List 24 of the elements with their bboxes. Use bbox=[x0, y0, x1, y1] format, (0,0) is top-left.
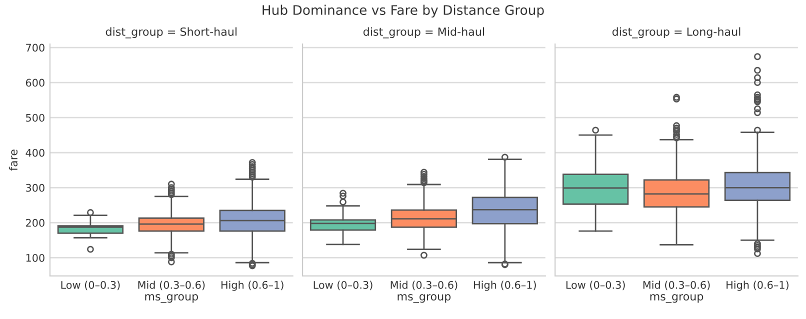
x-tick-label: Mid (0.3–0.6) bbox=[390, 280, 458, 290]
text: Hub Dominance vs Fare by Distance Group bbox=[262, 4, 544, 18]
x-axis-title: ms_group bbox=[145, 294, 198, 304]
y-tick-label: 300 bbox=[26, 184, 44, 192]
x-tick-label: Mid (0.3–0.6) bbox=[138, 280, 205, 290]
chart-title: dist_group = Mid-haul bbox=[363, 27, 484, 38]
x-tick-label: Low (0–0.3) bbox=[566, 280, 625, 290]
y-tick-label: 700 bbox=[26, 44, 44, 52]
y-tick-label: 400 bbox=[26, 148, 44, 157]
x-tick-label: High (0.6–1) bbox=[474, 280, 536, 291]
x-tick-label: Mid (0.3–0.6) bbox=[643, 280, 710, 290]
x-axis-title: ms_group bbox=[650, 294, 704, 304]
y-tick-label: 100 bbox=[26, 254, 44, 262]
x-tick-label: Low (0–0.3) bbox=[314, 280, 372, 290]
x-tick-label: High (0.6–1) bbox=[221, 280, 284, 291]
chart-title: dist_group = Long-haul bbox=[612, 27, 740, 38]
y-axis-title: fare bbox=[8, 150, 18, 171]
y-tick-label: 500 bbox=[26, 114, 44, 122]
chart-title: dist_group = Short-haul bbox=[106, 27, 236, 38]
y-tick-label: 200 bbox=[26, 218, 44, 227]
x-axis-title: ms_group bbox=[398, 294, 451, 304]
x-tick-label: High (0.6–1) bbox=[726, 280, 788, 291]
x-tick-label: Low (0–0.3) bbox=[61, 280, 120, 290]
y-tick-label: 600 bbox=[26, 78, 44, 87]
